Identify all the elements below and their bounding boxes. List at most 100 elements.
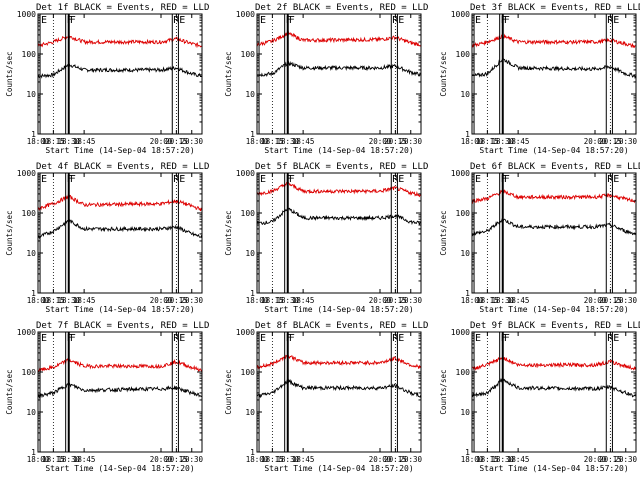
y-axis-label: Counts/sec bbox=[224, 210, 233, 255]
y-tick-label: 10 bbox=[26, 90, 36, 99]
y-tick-label: 10 bbox=[245, 90, 255, 99]
y-tick-label: 100 bbox=[241, 50, 256, 59]
y-axis-label: Counts/sec bbox=[439, 51, 448, 96]
x-tick-label: 18:45 bbox=[507, 296, 530, 305]
marker-label: E bbox=[475, 174, 481, 185]
marker-label: F bbox=[70, 333, 76, 344]
y-tick-label: 100 bbox=[456, 368, 471, 377]
y-tick-label: 10 bbox=[460, 408, 470, 417]
marker-label: F bbox=[289, 333, 295, 344]
x-tick-label: 18:30 bbox=[491, 455, 514, 464]
x-tick-label: 18:15 bbox=[42, 296, 65, 305]
y-tick-label: 10 bbox=[460, 90, 470, 99]
x-tick-label: 18:15 bbox=[261, 137, 284, 146]
marker-label: F bbox=[70, 15, 76, 26]
y-tick-label: 10 bbox=[245, 249, 255, 258]
x-tick-label: 18:00 bbox=[461, 137, 484, 146]
marker-label: E bbox=[41, 15, 47, 26]
y-tick-label: 1 bbox=[31, 448, 36, 457]
detector-plot: Det 7f BLACK = Events, RED = LLDEFFRE110… bbox=[5, 321, 209, 473]
marker-label: E bbox=[41, 174, 47, 185]
x-tick-label: 20:30 bbox=[180, 296, 203, 305]
y-tick-label: 1 bbox=[465, 130, 470, 139]
x-axis-label: Start Time (14-Sep-04 18:57:20) bbox=[45, 146, 194, 155]
x-tick-label: 20:30 bbox=[614, 137, 637, 146]
x-tick-label: 20:00 bbox=[150, 455, 173, 464]
y-axis-label: Counts/sec bbox=[224, 51, 233, 96]
marker-label: RE bbox=[607, 15, 619, 26]
y-tick-label: 1000 bbox=[236, 169, 255, 178]
plot-frame bbox=[37, 13, 203, 135]
x-tick-label: 18:00 bbox=[246, 455, 269, 464]
x-tick-label: 18:45 bbox=[507, 137, 530, 146]
y-tick-label: 10 bbox=[460, 249, 470, 258]
x-tick-label: 18:00 bbox=[461, 455, 484, 464]
marker-label: RE bbox=[607, 333, 619, 344]
y-tick-label: 100 bbox=[22, 368, 37, 377]
y-tick-label: 100 bbox=[456, 209, 471, 218]
y-axis-label: Counts/sec bbox=[5, 51, 14, 96]
plot-title: Det 6f BLACK = Events, RED = LLD bbox=[470, 162, 640, 172]
x-axis-label: Start Time (14-Sep-04 18:57:20) bbox=[479, 146, 628, 155]
series-lld-line bbox=[257, 30, 421, 47]
x-tick-label: 18:30 bbox=[276, 296, 299, 305]
plot-title: Det 3f BLACK = Events, RED = LLD bbox=[470, 3, 640, 13]
plot-title: Det 4f BLACK = Events, RED = LLD bbox=[36, 162, 209, 172]
series-events-line bbox=[257, 205, 421, 226]
x-tick-label: 18:30 bbox=[276, 137, 299, 146]
x-tick-label: 20:00 bbox=[369, 455, 392, 464]
x-tick-label: 18:00 bbox=[27, 296, 50, 305]
x-tick-label: 18:30 bbox=[57, 137, 80, 146]
x-axis-label: Start Time (14-Sep-04 18:57:20) bbox=[264, 146, 413, 155]
x-tick-label: 18:15 bbox=[261, 455, 284, 464]
x-tick-label: 18:30 bbox=[57, 455, 80, 464]
series-lld-line bbox=[472, 33, 636, 49]
x-tick-label: 20:15 bbox=[165, 455, 188, 464]
y-tick-label: 1000 bbox=[451, 328, 470, 337]
x-tick-label: 20:00 bbox=[584, 455, 607, 464]
x-tick-label: 18:45 bbox=[73, 296, 96, 305]
plot-title: Det 7f BLACK = Events, RED = LLD bbox=[36, 321, 209, 331]
y-axis-label: Counts/sec bbox=[439, 210, 448, 255]
marker-label: RE bbox=[607, 174, 619, 185]
series-lld-line bbox=[38, 194, 202, 212]
plot-frame bbox=[256, 172, 422, 294]
detector-plot: Det 6f BLACK = Events, RED = LLDEFFRE110… bbox=[439, 162, 640, 314]
x-tick-label: 18:45 bbox=[292, 296, 315, 305]
x-tick-label: 18:30 bbox=[491, 137, 514, 146]
series-events-line bbox=[257, 378, 421, 399]
x-tick-label: 20:30 bbox=[614, 296, 637, 305]
plot-title: Det 9f BLACK = Events, RED = LLD bbox=[470, 321, 640, 331]
series-lld-line bbox=[38, 357, 202, 372]
marker-label: E bbox=[260, 333, 266, 344]
plot-title: Det 1f BLACK = Events, RED = LLD bbox=[36, 3, 209, 13]
plot-title: Det 5f BLACK = Events, RED = LLD bbox=[255, 162, 428, 172]
x-tick-label: 18:00 bbox=[27, 455, 50, 464]
y-axis-label: Counts/sec bbox=[5, 369, 14, 414]
x-tick-label: 20:00 bbox=[584, 137, 607, 146]
plot-title: Det 2f BLACK = Events, RED = LLD bbox=[255, 3, 428, 13]
series-events-line bbox=[472, 377, 636, 398]
x-tick-label: 20:30 bbox=[180, 455, 203, 464]
x-axis-label: Start Time (14-Sep-04 18:57:20) bbox=[479, 464, 628, 473]
y-tick-label: 1 bbox=[250, 289, 255, 298]
marker-label: RE bbox=[392, 333, 404, 344]
x-tick-label: 20:30 bbox=[399, 296, 422, 305]
plot-frame bbox=[256, 331, 422, 453]
marker-label: E bbox=[260, 15, 266, 26]
series-events-line bbox=[472, 58, 636, 80]
x-tick-label: 20:30 bbox=[399, 137, 422, 146]
x-tick-label: 18:00 bbox=[246, 296, 269, 305]
x-tick-label: 20:15 bbox=[384, 455, 407, 464]
y-tick-label: 10 bbox=[26, 249, 36, 258]
y-tick-label: 1000 bbox=[17, 169, 36, 178]
x-axis-label: Start Time (14-Sep-04 18:57:20) bbox=[45, 305, 194, 314]
x-tick-label: 18:15 bbox=[42, 137, 65, 146]
x-tick-label: 18:00 bbox=[246, 137, 269, 146]
x-tick-label: 20:00 bbox=[150, 296, 173, 305]
plot-frame bbox=[37, 331, 203, 453]
x-axis-label: Start Time (14-Sep-04 18:57:20) bbox=[264, 305, 413, 314]
marker-label: F bbox=[70, 174, 76, 185]
series-events-line bbox=[38, 381, 202, 399]
